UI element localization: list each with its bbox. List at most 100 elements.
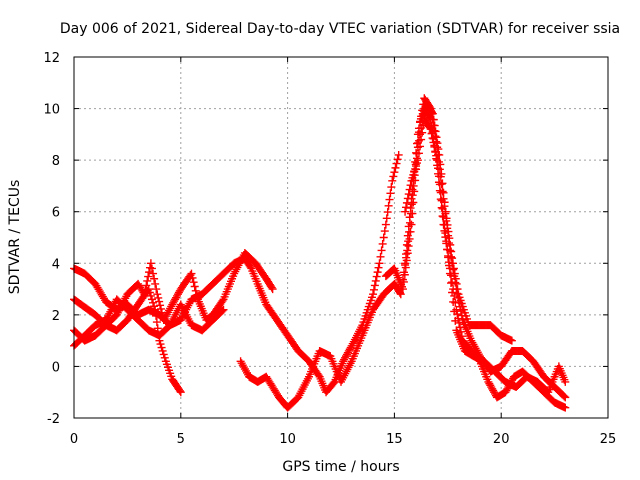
- plus-marker: [406, 181, 415, 190]
- plus-marker: [147, 295, 156, 304]
- plus-marker: [146, 291, 155, 300]
- plus-marker: [445, 269, 454, 278]
- plus-marker: [150, 274, 159, 283]
- y-tick-label: 2: [52, 309, 60, 324]
- plus-marker: [502, 386, 511, 395]
- plus-marker: [375, 259, 384, 268]
- plus-marker: [448, 288, 457, 297]
- plus-marker: [451, 316, 460, 325]
- plus-marker: [168, 300, 177, 309]
- plus-marker: [153, 290, 162, 299]
- plus-marker: [390, 168, 399, 177]
- plus-marker: [218, 306, 227, 315]
- plus-marker: [442, 237, 451, 246]
- plus-marker: [152, 285, 161, 294]
- plus-marker: [339, 357, 348, 366]
- plot-frame: [73, 56, 609, 419]
- plus-marker: [174, 288, 183, 297]
- plus-marker: [561, 393, 570, 402]
- y-tick-label: 8: [52, 154, 60, 169]
- plus-marker: [156, 301, 165, 310]
- plus-marker: [405, 234, 414, 243]
- plus-marker: [486, 381, 495, 390]
- plus-marker: [401, 203, 410, 212]
- plus-marker: [191, 286, 200, 295]
- plus-marker: [432, 151, 441, 160]
- plus-marker: [376, 252, 385, 261]
- plus-marker: [143, 276, 152, 285]
- plus-marker: [158, 346, 167, 355]
- plus-marker: [152, 311, 161, 320]
- plus-marker: [176, 388, 185, 397]
- plus-marker: [485, 379, 494, 388]
- plus-marker: [149, 269, 158, 278]
- plus-marker: [156, 304, 165, 313]
- plus-marker: [389, 172, 398, 181]
- plus-marker: [374, 263, 383, 272]
- plus-marker: [173, 291, 182, 300]
- x-tick-label: 10: [279, 432, 296, 447]
- plus-marker: [172, 293, 181, 302]
- plus-marker: [407, 220, 416, 229]
- plus-marker: [402, 198, 411, 207]
- plus-marker: [370, 281, 379, 290]
- plus-marker: [437, 203, 446, 212]
- plus-marker: [406, 227, 415, 236]
- plus-marker: [438, 212, 447, 221]
- plus-marker: [392, 159, 401, 168]
- plus-marker: [383, 208, 392, 217]
- ticks: [73, 56, 609, 419]
- plus-marker: [410, 187, 419, 196]
- plus-marker: [418, 128, 427, 137]
- plus-marker: [488, 384, 497, 393]
- plus-marker: [268, 285, 277, 294]
- plus-marker: [398, 285, 407, 294]
- plus-marker: [449, 285, 458, 294]
- plus-marker: [147, 264, 156, 273]
- x-tick-label: 15: [386, 432, 403, 447]
- x-tick-label: 0: [70, 432, 78, 447]
- plus-marker: [426, 125, 435, 134]
- plus-marker: [484, 377, 493, 386]
- plus-marker: [403, 249, 412, 258]
- plus-marker: [401, 263, 410, 272]
- plus-marker: [157, 343, 166, 352]
- plus-marker: [192, 291, 201, 300]
- plus-marker: [428, 134, 437, 143]
- plus-marker: [170, 297, 179, 306]
- plus-marker: [405, 185, 414, 194]
- plus-marker: [431, 147, 440, 156]
- plus-marker: [171, 295, 180, 304]
- x-tick-label: 20: [493, 432, 510, 447]
- plus-marker: [155, 297, 164, 306]
- plus-marker: [413, 156, 422, 165]
- chart-title: Day 006 of 2021, Sidereal Day-to-day VTE…: [60, 21, 620, 37]
- plus-marker: [406, 204, 415, 213]
- plus-marker: [377, 246, 386, 255]
- plus-marker: [401, 250, 410, 259]
- plus-marker: [490, 388, 499, 397]
- x-tick-label: 5: [177, 432, 185, 447]
- plus-marker: [448, 278, 457, 287]
- plus-marker: [430, 142, 439, 151]
- plus-marker: [144, 272, 153, 281]
- plus-marker: [387, 183, 396, 192]
- plus-marker: [400, 270, 409, 279]
- plus-marker: [345, 345, 354, 354]
- y-tick-label: 12: [43, 51, 60, 66]
- y-tick-label: -2: [47, 412, 60, 427]
- series-layer: [70, 94, 570, 412]
- y-axis-label: SDTVAR / TECUs: [7, 180, 23, 295]
- plus-marker: [141, 285, 150, 294]
- plus-marker: [435, 165, 444, 174]
- plus-marker: [218, 296, 227, 305]
- plus-marker: [156, 340, 165, 349]
- plus-marker: [434, 172, 443, 181]
- plus-marker: [382, 214, 391, 223]
- plus-marker: [449, 297, 458, 306]
- plus-marker: [441, 229, 450, 238]
- plus-marker: [142, 281, 151, 290]
- plus-marker: [388, 176, 397, 185]
- plus-marker: [402, 240, 411, 249]
